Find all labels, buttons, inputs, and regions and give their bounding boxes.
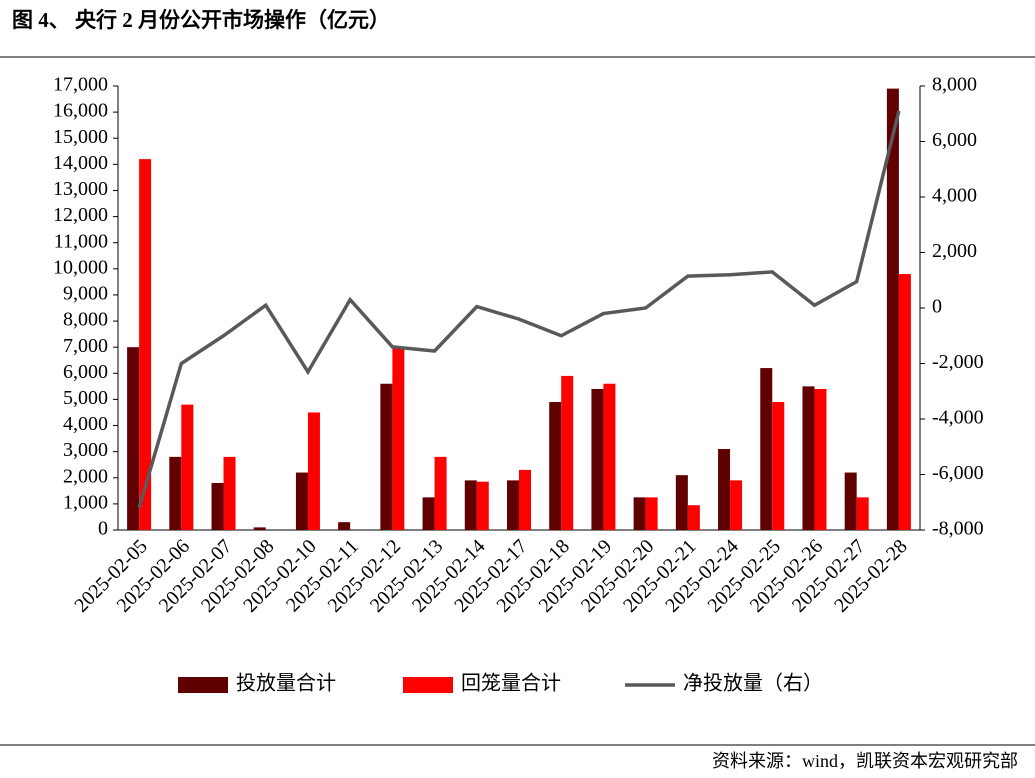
y2-tick-label: -6,000 (932, 462, 984, 484)
y2-tick-label: 8,000 (932, 74, 977, 96)
bar (253, 527, 266, 530)
bar (898, 274, 911, 530)
y-tick-label: 6,000 (63, 361, 108, 383)
y-tick-label: 9,000 (63, 283, 108, 305)
y-tick-label: 8,000 (63, 309, 108, 331)
y-tick-label: 2,000 (63, 465, 108, 487)
source-note: 资料来源：wind，凯联资本宏观研究部 (712, 751, 1018, 771)
bar (591, 388, 604, 530)
y-tick-label: 4,000 (63, 413, 108, 435)
y-tick-label: 7,000 (63, 335, 108, 357)
bar (295, 472, 308, 530)
bar (856, 497, 869, 530)
bar (127, 347, 140, 530)
bar (223, 456, 236, 530)
y2-tick-label: -2,000 (932, 351, 984, 373)
bar (392, 347, 405, 530)
legend-label: 净投放量（右） (683, 672, 823, 695)
bar (338, 522, 351, 530)
legend-label: 回笼量合计 (461, 672, 561, 695)
bar (519, 469, 531, 530)
legend-swatch (178, 677, 228, 693)
legend-label: 投放量合计 (236, 672, 336, 695)
y-tick-label: 16,000 (53, 100, 108, 122)
y-tick-label: 0 (98, 518, 108, 540)
bar (139, 159, 152, 531)
y-tick-label: 11,000 (54, 230, 108, 252)
bar (886, 88, 899, 531)
y-tick-label: 14,000 (53, 152, 108, 174)
bar (633, 497, 646, 530)
bar (380, 383, 393, 530)
bar (549, 402, 562, 530)
bar (169, 456, 182, 530)
y-tick-label: 13,000 (53, 178, 108, 200)
bar (603, 383, 616, 530)
y2-tick-label: -8,000 (932, 518, 984, 540)
bar (561, 375, 574, 530)
bar (760, 368, 773, 530)
y-tick-label: 12,000 (53, 204, 108, 226)
bar (687, 505, 700, 530)
legend-swatch (403, 677, 453, 693)
y-tick-label: 10,000 (53, 256, 108, 278)
bar (802, 386, 815, 530)
y-tick-label: 15,000 (53, 126, 108, 148)
bar (181, 404, 194, 530)
net-line (137, 110, 901, 509)
y2-tick-label: 4,000 (932, 185, 977, 207)
bar (434, 456, 447, 530)
bar (645, 497, 658, 530)
bar (730, 480, 743, 530)
bar (507, 480, 519, 530)
y-tick-label: 3,000 (63, 439, 108, 461)
bar (675, 475, 688, 530)
y-tick-label: 1,000 (63, 491, 108, 513)
bar (211, 482, 224, 530)
y2-tick-label: 0 (932, 296, 942, 318)
bar (718, 449, 731, 530)
y2-tick-label: -4,000 (932, 407, 984, 429)
y-tick-label: 5,000 (63, 387, 108, 409)
chart-title: 图 4、 央行 2 月份公开市场操作（亿元） (12, 8, 390, 32)
bar (844, 472, 857, 530)
y2-tick-label: 6,000 (932, 129, 977, 151)
bar (464, 480, 477, 530)
bar (772, 402, 785, 530)
bar (422, 497, 435, 530)
y-tick-label: 17,000 (53, 74, 108, 96)
bar (814, 388, 827, 530)
bar (476, 481, 489, 530)
y2-tick-label: 2,000 (932, 240, 977, 262)
bar (307, 412, 320, 530)
